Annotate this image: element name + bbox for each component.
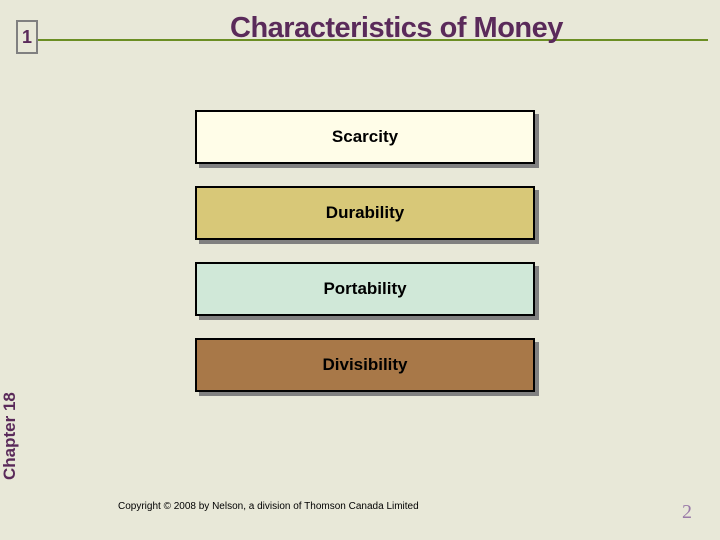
characteristic-box: Divisibility xyxy=(195,338,535,392)
section-number: 1 xyxy=(16,20,38,54)
slide-title: Characteristics of Money xyxy=(230,12,563,45)
box-label: Divisibility xyxy=(322,355,407,375)
page-number: 2 xyxy=(682,501,692,524)
copyright-text: Copyright © 2008 by Nelson, a division o… xyxy=(118,501,419,512)
characteristics-list: Scarcity Durability Portability Divisibi… xyxy=(195,110,535,392)
characteristic-box: Portability xyxy=(195,262,535,316)
section-number-text: 1 xyxy=(22,27,32,48)
box-front: Divisibility xyxy=(195,338,535,392)
characteristic-box: Durability xyxy=(195,186,535,240)
box-label: Scarcity xyxy=(332,127,398,147)
box-front: Scarcity xyxy=(195,110,535,164)
box-label: Portability xyxy=(323,279,406,299)
box-front: Portability xyxy=(195,262,535,316)
characteristic-box: Scarcity xyxy=(195,110,535,164)
box-front: Durability xyxy=(195,186,535,240)
chapter-label: Chapter 18 xyxy=(0,392,20,480)
box-label: Durability xyxy=(326,203,404,223)
